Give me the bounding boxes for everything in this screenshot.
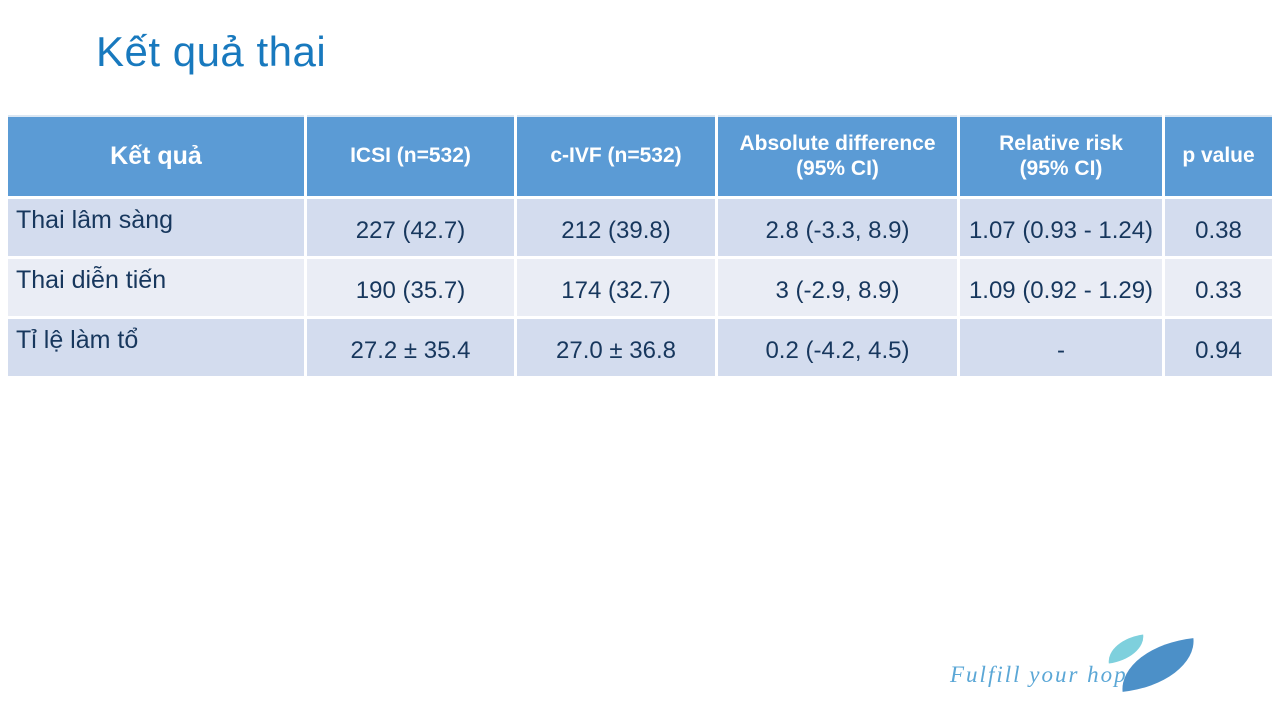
column-header-civf: c-IVF (n=532) xyxy=(517,115,715,196)
table-row: Thai diễn tiến 190 (35.7) 174 (32.7) 3 (… xyxy=(8,259,1272,316)
cell-p-value: 0.38 xyxy=(1165,199,1272,256)
column-header-absolute-difference: Absolute difference (95% CI) xyxy=(718,115,957,196)
table-body: Thai lâm sàng 227 (42.7) 212 (39.8) 2.8 … xyxy=(8,199,1272,376)
cell-icsi: 190 (35.7) xyxy=(307,259,514,316)
cell-rel-risk: - xyxy=(960,319,1162,376)
page-title: Kết quả thai xyxy=(96,28,327,75)
logo-tagline: Fulfill your hope xyxy=(950,662,1140,687)
cell-civf: 27.0 ± 36.8 xyxy=(517,319,715,376)
cell-abs-diff: 0.2 (-4.2, 4.5) xyxy=(718,319,957,376)
table-row: Tỉ lệ làm tổ 27.2 ± 35.4 27.0 ± 36.8 0.2… xyxy=(8,319,1272,376)
cell-civf: 174 (32.7) xyxy=(517,259,715,316)
cell-abs-diff: 3 (-2.9, 8.9) xyxy=(718,259,957,316)
table-header-row: Kết quả ICSI (n=532) c-IVF (n=532) Absol… xyxy=(8,115,1272,196)
cell-p-value: 0.94 xyxy=(1165,319,1272,376)
cell-rel-risk: 1.07 (0.93 - 1.24) xyxy=(960,199,1162,256)
column-header-icsi: ICSI (n=532) xyxy=(307,115,514,196)
cell-p-value: 0.33 xyxy=(1165,259,1272,316)
table-header: Kết quả ICSI (n=532) c-IVF (n=532) Absol… xyxy=(8,115,1272,196)
cell-abs-diff: 2.8 (-3.3, 8.9) xyxy=(718,199,957,256)
cell-icsi: 27.2 ± 35.4 xyxy=(307,319,514,376)
row-label: Thai lâm sàng xyxy=(8,199,304,256)
cell-civf: 212 (39.8) xyxy=(517,199,715,256)
pregnancy-outcomes-table: Kết quả ICSI (n=532) c-IVF (n=532) Absol… xyxy=(8,115,1272,376)
footer-logo: Fulfill your hope xyxy=(950,632,1210,702)
row-label: Tỉ lệ làm tổ xyxy=(8,319,304,376)
row-label: Thai diễn tiến xyxy=(8,259,304,316)
column-header-p-value: p value xyxy=(1165,115,1272,196)
cell-icsi: 227 (42.7) xyxy=(307,199,514,256)
column-header-relative-risk: Relative risk (95% CI) xyxy=(960,115,1162,196)
column-header-outcome: Kết quả xyxy=(8,115,304,196)
cell-rel-risk: 1.09 (0.92 - 1.29) xyxy=(960,259,1162,316)
table-row: Thai lâm sàng 227 (42.7) 212 (39.8) 2.8 … xyxy=(8,199,1272,256)
